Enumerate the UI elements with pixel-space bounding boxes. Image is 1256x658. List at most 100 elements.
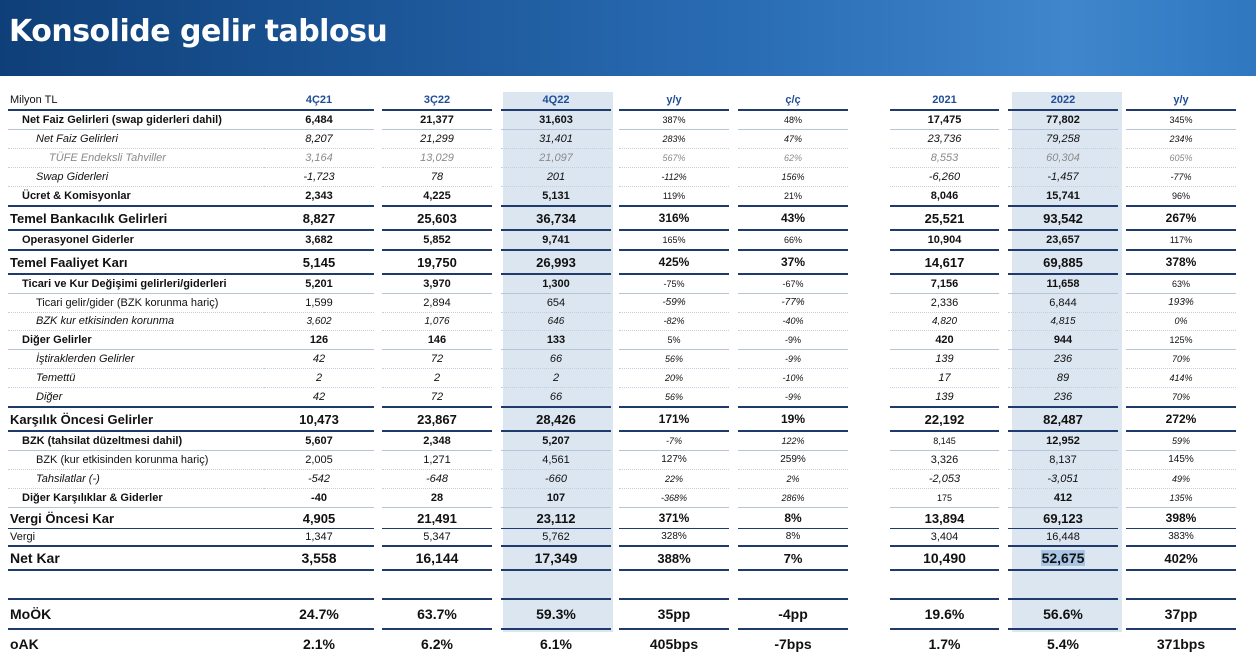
ratio-value: 6.1% — [501, 628, 611, 658]
row-value: 96% — [1126, 186, 1236, 207]
row-value: 9,741 — [501, 230, 611, 251]
column-gap — [848, 508, 890, 529]
selected-value: 52,675 — [1040, 550, 1086, 566]
column-gap — [729, 407, 738, 431]
column-gap — [611, 130, 619, 149]
row-label: BZK (kur etkisinden korunma hariç) — [8, 450, 264, 470]
ratio-value: 6.2% — [382, 628, 492, 658]
column-gap — [492, 149, 501, 168]
row-label: Diğer — [8, 387, 264, 408]
row-label: Net Faiz Gelirleri — [8, 129, 264, 149]
column-gap — [374, 407, 382, 431]
ratio-value: 5.4% — [1008, 628, 1118, 658]
column-gap — [374, 250, 382, 274]
row-value: 8,827 — [264, 205, 374, 231]
row-value: -660 — [501, 469, 611, 489]
title-banner: Konsolide gelir tablosu — [0, 0, 1256, 76]
row-value: 4,815 — [1008, 312, 1118, 331]
table-row: Temel Faaliyet Karı 5,145 19,750 26,993 425%… — [8, 249, 1236, 275]
row-value: 13,894 — [890, 507, 999, 529]
column-gap — [611, 274, 619, 294]
row-label: Temel Faaliyet Karı — [8, 249, 264, 275]
column-gap — [374, 130, 382, 149]
table-row: Diğer Karşılıklar & Giderler -40 28 107 -368… — [8, 488, 1236, 508]
row-label: Vergi Öncesi Kar — [8, 507, 264, 529]
ratio-value: 19.6% — [890, 598, 999, 629]
column-gap — [848, 331, 890, 350]
column-gap — [729, 350, 738, 369]
row-value: 234% — [1126, 129, 1236, 149]
row-value: 388% — [619, 545, 729, 571]
row-label: Net Faiz Gelirleri (swap giderleri dahil… — [8, 110, 264, 130]
column-gap — [848, 407, 890, 431]
row-value: 63% — [1126, 274, 1236, 294]
column-gap — [999, 451, 1008, 470]
row-value: -368% — [619, 488, 729, 508]
row-value: 14,617 — [890, 249, 999, 275]
row-value: 378% — [1126, 249, 1236, 275]
row-value: 5,131 — [501, 186, 611, 207]
column-gap — [611, 230, 619, 250]
column-gap — [1118, 110, 1126, 130]
ratio-value: 2.1% — [264, 628, 374, 658]
column-gap — [374, 508, 382, 529]
row-value: 236 — [1008, 349, 1118, 369]
column-header: 2021 — [890, 92, 999, 111]
row-label: Swap Giderleri — [8, 167, 264, 187]
column-gap — [729, 294, 738, 313]
column-gap — [374, 206, 382, 230]
column-gap — [492, 369, 501, 388]
column-gap — [729, 92, 738, 110]
column-gap — [1118, 451, 1126, 470]
column-gap — [611, 331, 619, 350]
row-value: 8% — [738, 528, 848, 547]
column-gap — [999, 206, 1008, 230]
spacer-cell — [8, 570, 1236, 599]
column-gap — [611, 92, 619, 110]
row-value: 31,401 — [501, 129, 611, 149]
column-gap — [374, 230, 382, 250]
row-value: -77% — [738, 293, 848, 313]
row-value: 10,473 — [264, 406, 374, 432]
column-gap — [999, 388, 1008, 408]
row-value: 23,867 — [382, 406, 492, 432]
row-value: 5,762 — [501, 528, 611, 547]
ratio-value: 1.7% — [890, 628, 999, 658]
row-value: 0% — [1126, 312, 1236, 331]
table-row: BZK kur etkisinden korunma 3,602 1,076 646-… — [8, 312, 1236, 331]
row-value: 286% — [738, 488, 848, 508]
table-row: İştiraklerden Gelirler 42 72 66 56% -9% 139 236… — [8, 349, 1236, 369]
row-value: 22% — [619, 469, 729, 489]
column-gap — [1118, 331, 1126, 350]
column-gap — [729, 489, 738, 508]
row-value: 5,347 — [382, 528, 492, 547]
row-label: Ticari ve Kur Değişimi gelirleri/giderle… — [8, 274, 264, 294]
row-value: 42 — [264, 349, 374, 369]
column-gap — [374, 149, 382, 168]
row-value: 62% — [738, 148, 848, 168]
column-gap — [729, 451, 738, 470]
column-gap — [374, 388, 382, 408]
row-value: 117% — [1126, 230, 1236, 251]
column-gap — [611, 313, 619, 331]
row-value: 193% — [1126, 293, 1236, 313]
row-value: 8,207 — [264, 129, 374, 149]
row-value: 79,258 — [1008, 129, 1118, 149]
row-value: 7,156 — [890, 274, 999, 294]
row-value: 146 — [382, 330, 492, 350]
row-value: 2 — [501, 368, 611, 388]
row-value: 36,734 — [501, 205, 611, 231]
row-value: 69,123 — [1008, 507, 1118, 529]
column-gap — [999, 529, 1008, 547]
row-value: 127% — [619, 450, 729, 470]
row-value: 15,741 — [1008, 186, 1118, 207]
row-value: 93,542 — [1008, 205, 1118, 231]
row-value: 70% — [1126, 387, 1236, 408]
row-value: -75% — [619, 274, 729, 294]
ratio-value: 37pp — [1126, 598, 1236, 629]
row-value: -10% — [738, 368, 848, 388]
row-value: -82% — [619, 312, 729, 331]
column-gap — [492, 230, 501, 250]
row-value: 2,894 — [382, 293, 492, 313]
column-gap — [492, 294, 501, 313]
